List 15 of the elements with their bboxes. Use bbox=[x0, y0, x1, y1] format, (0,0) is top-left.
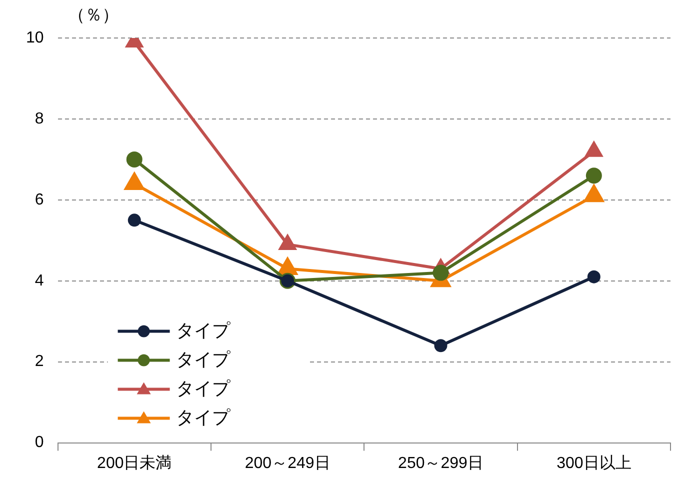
x-tick-label: 300日以上 bbox=[556, 454, 632, 472]
y-tick-label: 6 bbox=[34, 191, 44, 208]
y-tick-label: 8 bbox=[34, 110, 44, 128]
y-tick-label: 10 bbox=[26, 29, 44, 46]
y-tick-label: 0 bbox=[34, 434, 44, 452]
legend-label: タイプ bbox=[176, 378, 231, 398]
legend-label: タイプ bbox=[176, 407, 231, 428]
y-tick-label: 2 bbox=[34, 353, 44, 370]
x-tick-label: 250～299日 bbox=[398, 454, 484, 472]
x-tick-label: 200～249日 bbox=[244, 454, 330, 472]
y-tick-label: 4 bbox=[34, 272, 44, 290]
legend-label: タイプ bbox=[176, 320, 231, 340]
legend-label: タイプ bbox=[176, 349, 231, 370]
x-tick-label: 200日未満 bbox=[97, 454, 172, 472]
y-axis-title: （％） bbox=[68, 6, 119, 25]
